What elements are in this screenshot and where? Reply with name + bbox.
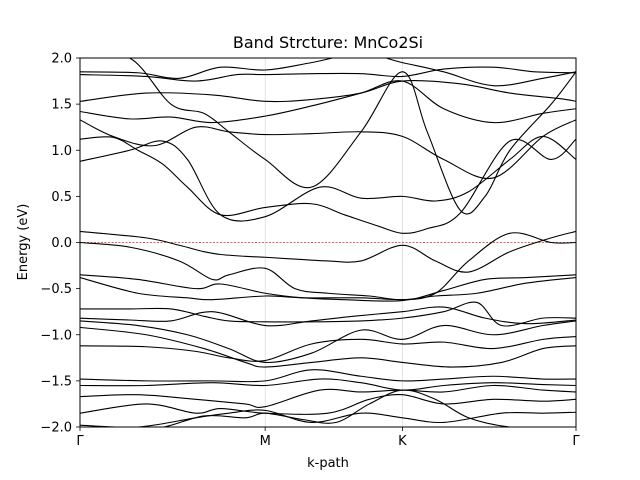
band-line-4 bbox=[80, 119, 576, 180]
band-line-13 bbox=[80, 306, 576, 327]
band-line-15 bbox=[80, 336, 576, 362]
band-line-12 bbox=[80, 301, 576, 327]
y-tick-label-3: 0.5 bbox=[51, 190, 72, 205]
band-line-5 bbox=[80, 136, 576, 234]
x-axis-label: k-path bbox=[307, 456, 349, 471]
band-line-17 bbox=[80, 369, 576, 383]
x-tick-label-0: Γ bbox=[76, 434, 84, 449]
y-tick-label-6: −1.0 bbox=[40, 328, 72, 343]
band-line-16 bbox=[80, 326, 576, 368]
band-line-9 bbox=[80, 232, 576, 301]
band-line-7 bbox=[80, 58, 576, 215]
bands-group bbox=[80, 58, 576, 427]
y-tick-label-4: 0.0 bbox=[51, 236, 72, 251]
y-tick-label-2: 1.0 bbox=[51, 144, 72, 159]
band-line-20 bbox=[80, 394, 576, 415]
band-line-1 bbox=[80, 66, 576, 82]
band-line-0 bbox=[80, 58, 576, 87]
y-tick-label-0: 2.0 bbox=[51, 52, 72, 67]
band-line-19 bbox=[80, 384, 576, 408]
band-line-18 bbox=[80, 378, 576, 391]
y-tick-label-1: 1.5 bbox=[51, 98, 72, 113]
band-line-6 bbox=[80, 135, 576, 222]
band-line-11 bbox=[80, 277, 576, 301]
x-tick-label-2: K bbox=[398, 434, 407, 449]
y-axis-label: Energy (eV) bbox=[16, 204, 31, 281]
band-line-8 bbox=[80, 230, 576, 273]
x-tick-label-1: M bbox=[260, 434, 271, 449]
band-line-3 bbox=[80, 80, 576, 124]
chart-title: Band Strcture: MnCo2Si bbox=[233, 33, 423, 52]
y-axis-ticks: 2.0 1.5 1.0 0.5 0.0 −0.5 −1.0 −1.5 −2.0 bbox=[40, 52, 80, 436]
band-line-10 bbox=[80, 274, 576, 302]
x-tick-label-3: Γ bbox=[572, 434, 580, 449]
y-tick-label-8: −2.0 bbox=[40, 421, 72, 436]
y-tick-label-5: −0.5 bbox=[40, 282, 72, 297]
y-tick-label-7: −1.5 bbox=[40, 374, 72, 389]
band-line-22 bbox=[162, 389, 576, 427]
